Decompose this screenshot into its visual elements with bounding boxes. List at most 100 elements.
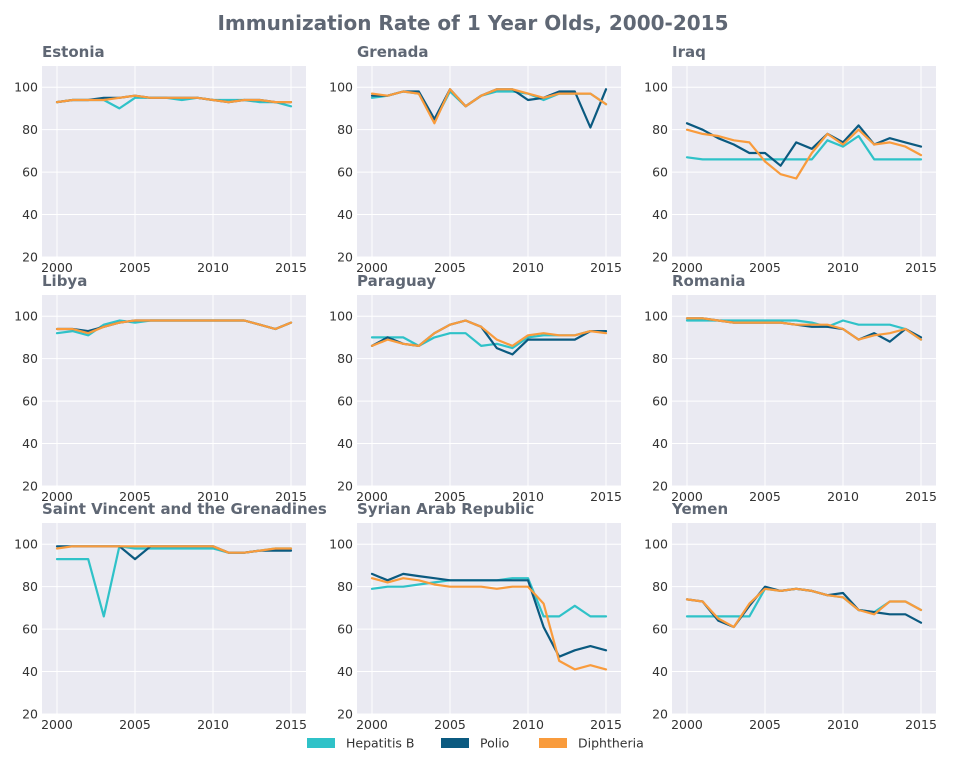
y-tick-label: 20 xyxy=(652,250,668,265)
y-tick-label: 80 xyxy=(337,579,353,594)
legend-item-diphtheria: Diphtheria xyxy=(539,736,644,751)
x-tick-label: 2010 xyxy=(827,260,859,275)
x-tick-label: 2015 xyxy=(590,489,622,504)
y-tick-label: 40 xyxy=(652,436,668,451)
y-tick-label: 60 xyxy=(22,622,38,637)
legend-swatch xyxy=(307,738,335,748)
y-tick-label: 20 xyxy=(22,707,38,722)
y-tick-label: 60 xyxy=(337,622,353,637)
y-tick-label: 60 xyxy=(652,165,668,180)
panel-title: Grenada xyxy=(357,43,429,61)
panel-title: Saint Vincent and the Grenadines xyxy=(42,500,327,518)
panel-iraq: Iraq 20 40 60 80 100 2000 2005 2010 2015 xyxy=(644,43,937,275)
y-tick-label: 40 xyxy=(652,664,668,679)
y-tick-label: 20 xyxy=(22,250,38,265)
plot-area xyxy=(357,295,621,486)
panel-title: Paraguay xyxy=(357,272,436,290)
series-line-diphtheria xyxy=(55,545,293,554)
panels-grid: Estonia 20 40 60 80 100 2000 2005 2010 2015 Grenad… xyxy=(14,43,937,732)
plot-area xyxy=(357,523,621,714)
x-tick-label: 2015 xyxy=(275,489,307,504)
y-tick-label: 80 xyxy=(337,351,353,366)
y-tick-label: 60 xyxy=(22,394,38,409)
plot-area xyxy=(42,66,306,257)
panel-title: Estonia xyxy=(42,43,105,61)
y-tick-label: 20 xyxy=(337,479,353,494)
y-tick-label: 80 xyxy=(652,351,668,366)
y-tick-label: 40 xyxy=(22,207,38,222)
x-tick-label: 2000 xyxy=(356,717,388,732)
x-tick-label: 2015 xyxy=(590,717,622,732)
x-tick-label: 2010 xyxy=(197,260,229,275)
x-tick-label: 2005 xyxy=(749,717,781,732)
panel-romania: Romania 20 40 60 80 100 2000 2005 2010 2015 xyxy=(644,272,937,504)
chart-title: Immunization Rate of 1 Year Olds, 2000-2… xyxy=(217,11,728,35)
x-tick-label: 2005 xyxy=(749,260,781,275)
y-tick-label: 20 xyxy=(652,707,668,722)
x-tick-label: 2000 xyxy=(356,260,388,275)
y-tick-label: 80 xyxy=(22,579,38,594)
x-tick-label: 2010 xyxy=(197,717,229,732)
y-tick-label: 60 xyxy=(337,394,353,409)
series-line-diphtheria xyxy=(370,88,608,125)
y-tick-label: 100 xyxy=(644,80,668,95)
legend-label: Hepatitis B xyxy=(346,736,415,751)
x-tick-label: 2005 xyxy=(119,489,151,504)
x-tick-label: 2000 xyxy=(671,717,703,732)
y-tick-label: 40 xyxy=(337,436,353,451)
panel-grenada: Grenada 20 40 60 80 100 2000 2005 2010 2015 xyxy=(329,43,622,275)
panel-title: Yemen xyxy=(671,500,728,518)
x-tick-label: 2000 xyxy=(671,260,703,275)
x-tick-label: 2010 xyxy=(827,717,859,732)
panel-estonia: Estonia 20 40 60 80 100 2000 2005 2010 2015 xyxy=(14,43,307,275)
y-tick-label: 60 xyxy=(652,394,668,409)
x-tick-label: 2015 xyxy=(905,489,937,504)
y-tick-label: 60 xyxy=(652,622,668,637)
y-tick-label: 100 xyxy=(329,80,353,95)
y-tick-label: 100 xyxy=(644,537,668,552)
series-line-diphtheria xyxy=(55,319,293,335)
y-tick-label: 100 xyxy=(644,309,668,324)
panel-title: Libya xyxy=(42,272,87,290)
y-tick-label: 20 xyxy=(22,479,38,494)
panel-yemen: Yemen 20 40 60 80 100 2000 2005 2010 2015 xyxy=(644,500,937,732)
y-tick-label: 60 xyxy=(337,165,353,180)
y-tick-label: 100 xyxy=(14,309,38,324)
x-tick-label: 2010 xyxy=(827,489,859,504)
y-tick-label: 20 xyxy=(337,707,353,722)
y-tick-label: 40 xyxy=(337,664,353,679)
series-line-diphtheria xyxy=(55,94,293,104)
x-tick-label: 2000 xyxy=(41,489,73,504)
series-line-diphtheria xyxy=(370,577,608,671)
panel-paraguay: Paraguay 20 40 60 80 100 2000 2005 2010 2015 xyxy=(329,272,622,504)
y-tick-label: 80 xyxy=(22,351,38,366)
legend: Hepatitis B Polio Diphtheria xyxy=(307,736,644,751)
series-line-polio xyxy=(370,572,608,658)
series-line-hepatitis-b xyxy=(685,134,923,161)
x-tick-label: 2005 xyxy=(119,260,151,275)
y-tick-label: 80 xyxy=(652,122,668,137)
x-tick-label: 2015 xyxy=(905,717,937,732)
series-line-polio xyxy=(685,122,923,167)
panel-saint-vincent-and-the-grenadines: Saint Vincent and the Grenadines 20 40 60 80… xyxy=(14,500,327,732)
panel-libya: Libya 20 40 60 80 100 2000 2005 2010 2015 xyxy=(14,272,307,504)
y-tick-label: 60 xyxy=(22,165,38,180)
x-tick-label: 2005 xyxy=(749,489,781,504)
legend-item-hepatitis-b: Hepatitis B xyxy=(307,736,415,751)
panel-title: Romania xyxy=(672,272,746,290)
x-tick-label: 2010 xyxy=(197,489,229,504)
x-tick-label: 2010 xyxy=(512,489,544,504)
y-tick-label: 40 xyxy=(652,207,668,222)
y-tick-label: 40 xyxy=(22,664,38,679)
legend-item-polio: Polio xyxy=(441,736,509,751)
x-tick-label: 2000 xyxy=(671,489,703,504)
legend-label: Diphtheria xyxy=(578,736,644,751)
x-tick-label: 2005 xyxy=(119,717,151,732)
y-tick-label: 40 xyxy=(337,207,353,222)
x-tick-label: 2005 xyxy=(434,717,466,732)
panel-title: Syrian Arab Republic xyxy=(357,500,534,518)
x-tick-label: 2000 xyxy=(356,489,388,504)
y-tick-label: 80 xyxy=(652,579,668,594)
panel-title: Iraq xyxy=(672,43,706,61)
